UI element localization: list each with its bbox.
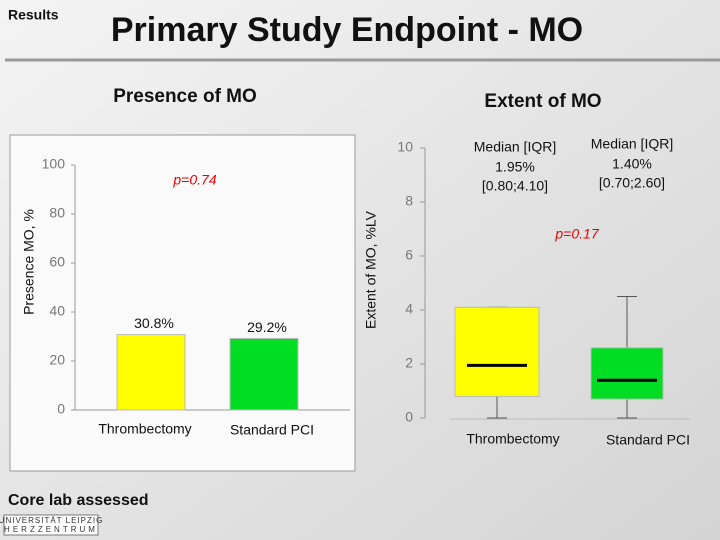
y-tick-label: 10 [397, 139, 413, 155]
value-label: 29.2% [247, 319, 287, 335]
x-tick-label: Thrombectomy [98, 421, 191, 437]
logo [3, 514, 99, 536]
y-tick-label: 6 [405, 247, 413, 263]
iqr-label: [0.80;4.10] [482, 178, 548, 194]
y-axis-label: Presence MO, % [21, 209, 37, 315]
annotation: p=0.74 [172, 172, 216, 188]
left-panel [9, 134, 356, 472]
y-tick-label: 60 [49, 254, 65, 270]
slide-title: Primary Study Endpoint - MO [111, 11, 583, 49]
footer-note: Core lab assessed [8, 492, 149, 509]
x-tick-label: Standard PCI [606, 432, 690, 448]
y-tick-label: 100 [42, 156, 66, 172]
box [454, 306, 540, 397]
bar [116, 334, 186, 411]
y-axis-label: Extent of MO, %LV [363, 210, 379, 329]
y-tick-label: 4 [405, 301, 413, 317]
box [590, 347, 664, 400]
chart-title: Extent of MO [484, 91, 601, 112]
stat-heading: Median [IQR] [591, 136, 673, 152]
section-label: Results [8, 7, 59, 23]
value-label: 30.8% [134, 315, 174, 331]
median-label: 1.40% [612, 156, 652, 172]
y-tick-label: 80 [49, 205, 65, 221]
x-tick-label: Standard PCI [230, 422, 314, 438]
y-tick-label: 0 [405, 409, 413, 425]
y-tick-label: 0 [57, 401, 65, 417]
bar [229, 337, 299, 411]
y-tick-label: 40 [49, 303, 65, 319]
chart-title: Presence of MO [113, 86, 257, 107]
y-tick-label: 8 [405, 193, 413, 209]
y-tick-label: 20 [49, 352, 65, 368]
annotation: p=0.17 [554, 226, 599, 242]
median-label: 1.95% [495, 159, 535, 175]
y-tick-label: 2 [405, 355, 413, 371]
logo-text: HERZZENTRUM [4, 525, 98, 534]
stat-heading: Median [IQR] [474, 139, 556, 155]
x-tick-label: Thrombectomy [466, 431, 559, 447]
logo-text: UNIVERSITÄT LEIPZIG [0, 516, 103, 525]
iqr-label: [0.70;2.60] [599, 175, 665, 191]
